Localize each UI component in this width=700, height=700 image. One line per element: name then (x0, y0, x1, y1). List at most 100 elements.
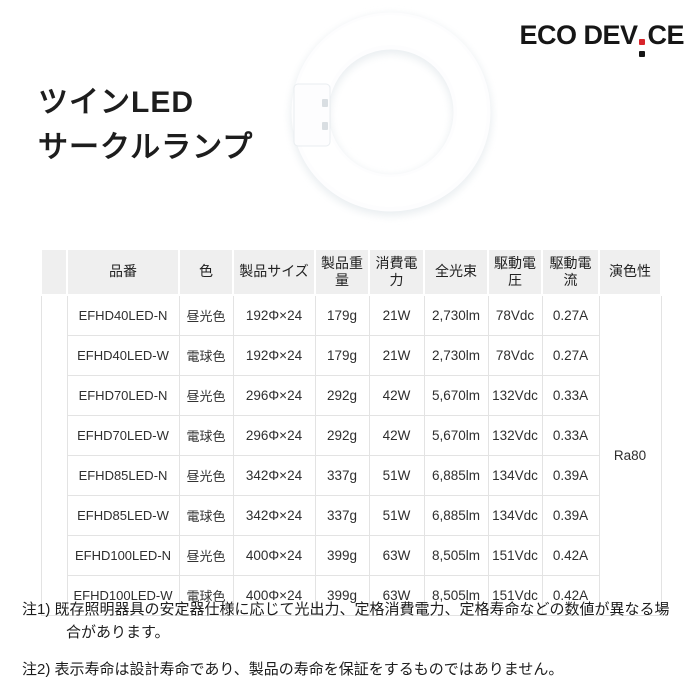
page-title: ツインLED サークルランプ (38, 80, 253, 170)
power-cell: 21W (368, 335, 425, 376)
power-cell: 21W (368, 294, 425, 336)
footnote-2: 注2) 表示寿命は設計寿命であり、製品の寿命を保証をするものではありません。 (22, 658, 684, 681)
color-cell: 電球色 (178, 415, 234, 456)
current-cell: 0.27A (541, 335, 600, 376)
header-size: 製品サイズ (232, 248, 316, 296)
weight-cell: 337g (314, 455, 370, 496)
header-color: 色 (178, 248, 234, 296)
weight-cell: 292g (314, 415, 370, 456)
size-cell: 192Φ×24 (232, 335, 316, 376)
weight-cell: 292g (314, 375, 370, 416)
voltage-cell: 134Vdc (487, 455, 543, 496)
current-cell: 0.33A (541, 415, 600, 456)
model-cell: EFHD40LED-N (66, 294, 180, 336)
voltage-cell: 134Vdc (487, 495, 543, 536)
brand-logo: ECO DEV CE (519, 20, 684, 57)
current-cell: 0.33A (541, 375, 600, 416)
weight-cell: 337g (314, 495, 370, 536)
table-row: EFHD85LED-W 電球色 342Φ×24 337g 51W 6,885lm… (41, 495, 661, 536)
logo-i-dots-icon (639, 39, 646, 57)
table-row: FHD EFHD40LED-N 昼光色 192Φ×24 179g 21W 2,7… (40, 294, 662, 616)
footnote-1-text: 既存照明器具の安定器仕様に応じて光出力、定格消費電力、定格寿命などの数値が異なる… (54, 601, 670, 642)
table-row: EFHD70LED-W 電球色 296Φ×24 292g 42W 5,670lm… (41, 415, 661, 456)
page-title-line2: サークルランプ (38, 131, 254, 164)
voltage-cell: 151Vdc (487, 535, 543, 576)
header-voltage: 駆動電圧 (487, 248, 543, 296)
size-cell: 400Φ×24 (232, 575, 316, 616)
current-cell: 0.42A (541, 535, 600, 576)
header-row: 品番 色 製品サイズ 製品重量 消費電力 全光束 駆動電圧 駆動電流 演色性 (40, 248, 662, 296)
size-cell: 192Φ×24 (232, 294, 316, 336)
color-cell: 昼光色 (178, 294, 234, 336)
table-row: EFHD100LED-N 昼光色 400Φ×24 399g 63W 8,505l… (41, 535, 661, 576)
series-group-label: FHD (48, 427, 60, 484)
brand-logo-text-left: ECO DEV (519, 20, 638, 50)
table-row: EFHD100LED-W 電球色 400Φ×24 399g 63W 8,505l… (41, 575, 661, 616)
size-cell: 400Φ×24 (232, 535, 316, 576)
weight-cell: 179g (314, 294, 370, 336)
model-cell: EFHD100LED-W (66, 575, 180, 616)
voltage-cell: 132Vdc (487, 375, 543, 416)
header-model: 品番 (66, 248, 180, 296)
flux-cell: 8,505lm (423, 535, 489, 576)
flux-cell: 6,885lm (423, 455, 489, 496)
voltage-cell: 132Vdc (487, 415, 543, 456)
footnote-2-label: 注2) (22, 660, 51, 678)
header-cri: 演色性 (598, 248, 662, 296)
weight-cell: 179g (314, 335, 370, 376)
model-cell: EFHD40LED-W (66, 335, 180, 376)
size-cell: 296Φ×24 (232, 415, 316, 456)
table-row: EFHD85LED-N 昼光色 342Φ×24 337g 51W 6,885lm… (41, 455, 661, 496)
current-cell: 0.39A (541, 455, 600, 496)
size-cell: 342Φ×24 (232, 455, 316, 496)
header-weight: 製品重量 (314, 248, 370, 296)
voltage-cell: 78Vdc (487, 294, 543, 336)
flux-cell: 2,730lm (423, 335, 489, 376)
color-cell: 電球色 (178, 335, 234, 376)
header-current: 駆動電流 (541, 248, 600, 296)
color-cell: 電球色 (178, 495, 234, 536)
flux-cell: 6,885lm (423, 495, 489, 536)
weight-cell: 399g (314, 575, 370, 616)
color-cell: 昼光色 (178, 375, 234, 416)
color-rendering-cell: Ra80 (598, 294, 662, 616)
color-cell: 昼光色 (178, 455, 234, 496)
voltage-cell: 78Vdc (487, 335, 543, 376)
table-row: EFHD70LED-N 昼光色 296Φ×24 292g 42W 5,670lm… (41, 375, 661, 416)
spec-table-container: 品番 色 製品サイズ 製品重量 消費電力 全光束 駆動電圧 駆動電流 演色性 F… (40, 248, 662, 616)
power-cell: 42W (368, 415, 425, 456)
weight-cell: 399g (314, 535, 370, 576)
model-cell: EFHD70LED-W (66, 415, 180, 456)
footnotes: 注1) 既存照明器具の安定器仕様に応じて光出力、定格消費電力、定格寿命などの数値… (22, 598, 684, 694)
header-flux: 全光束 (423, 248, 489, 296)
circle-lamp-image (283, 0, 498, 228)
flux-cell: 5,670lm (423, 375, 489, 416)
model-cell: EFHD85LED-W (66, 495, 180, 536)
power-cell: 51W (368, 455, 425, 496)
color-cell: 昼光色 (178, 535, 234, 576)
brand-logo-text-right: CE (647, 20, 684, 50)
current-cell: 0.42A (541, 575, 600, 616)
current-cell: 0.27A (541, 294, 600, 336)
size-cell: 342Φ×24 (232, 495, 316, 536)
size-cell: 296Φ×24 (232, 375, 316, 416)
model-cell: EFHD70LED-N (66, 375, 180, 416)
power-cell: 42W (368, 375, 425, 416)
series-group-cell: FHD (40, 294, 68, 616)
power-cell: 63W (368, 535, 425, 576)
footnote-1-label: 注1) (22, 601, 51, 618)
model-cell: EFHD85LED-N (66, 455, 180, 496)
flux-cell: 5,670lm (423, 415, 489, 456)
color-cell: 電球色 (178, 575, 234, 616)
header-corner (40, 248, 68, 296)
table-row: EFHD40LED-W 電球色 192Φ×24 179g 21W 2,730lm… (41, 335, 661, 376)
circle-lamp-ring-graphic (290, 12, 492, 216)
flux-cell: 8,505lm (423, 575, 489, 616)
current-cell: 0.39A (541, 495, 600, 536)
model-cell: EFHD100LED-N (66, 535, 180, 576)
lamp-connector (293, 83, 331, 147)
flux-cell: 2,730lm (423, 294, 489, 336)
footnote-1: 注1) 既存照明器具の安定器仕様に応じて光出力、定格消費電力、定格寿命などの数値… (22, 598, 684, 645)
power-cell: 51W (368, 495, 425, 536)
footnote-2-text: 表示寿命は設計寿命であり、製品の寿命を保証をするものではありません。 (54, 660, 564, 678)
